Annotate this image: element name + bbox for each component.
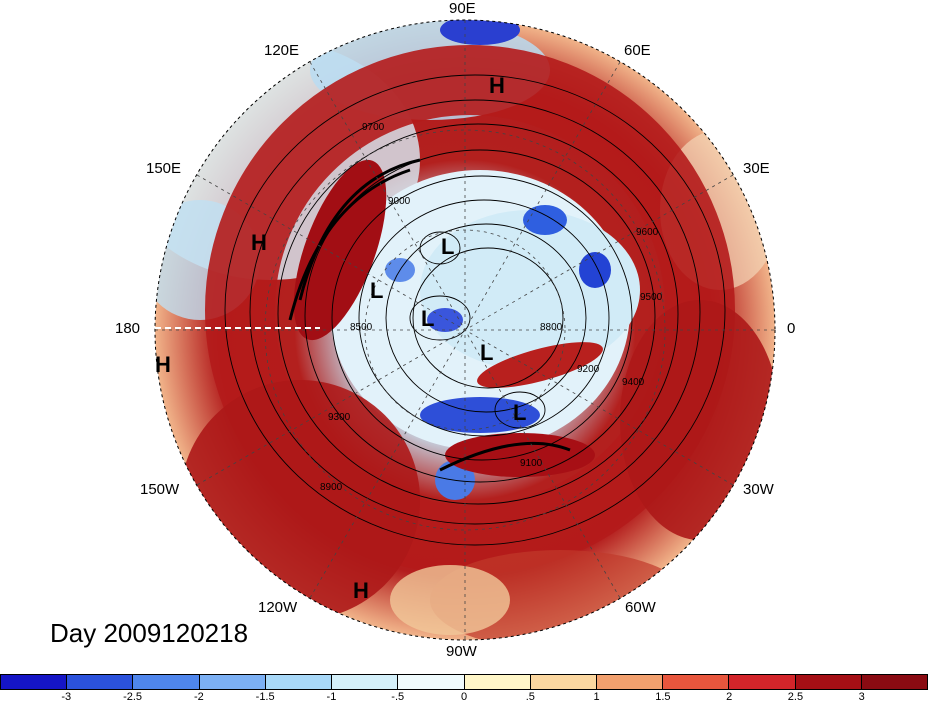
colorbar-cell — [398, 675, 465, 689]
lon-label-180: 180 — [115, 320, 141, 337]
high-center: H — [251, 230, 267, 255]
lon-label-120w: 120W — [258, 599, 298, 616]
colorbar-cell — [199, 675, 266, 689]
colorbar-cell — [332, 675, 399, 689]
high-center: H — [155, 352, 171, 377]
colorbar — [0, 674, 928, 690]
low-center: L — [370, 278, 384, 303]
colorbar-tick: -1 — [326, 691, 337, 703]
colorbar-cell — [464, 675, 531, 689]
colorbar-tick: -2 — [193, 691, 204, 703]
colorbar-cell — [1, 675, 68, 689]
lon-label-0: 0 — [787, 320, 796, 337]
high-center: H — [489, 73, 505, 98]
colorbar-cell — [861, 675, 928, 689]
day-label: Day 2009120218 — [50, 618, 249, 648]
colorbar-tick: 3 — [858, 691, 865, 703]
colorbar-cell — [265, 675, 333, 689]
lon-label-150w: 150W — [140, 481, 180, 498]
colorbar-cell — [663, 675, 730, 689]
colorbar-tick: -2.5 — [123, 691, 143, 703]
lon-label-90e: 90E — [449, 0, 476, 17]
colorbar-tick: 0 — [460, 691, 468, 703]
colorbar-tick: -1.5 — [255, 691, 275, 703]
low-center: L — [513, 400, 527, 425]
colorbar-cell — [133, 675, 200, 689]
lon-label-150e: 150E — [146, 160, 182, 177]
lon-label-60w: 60W — [625, 599, 656, 616]
colorbar-cell — [729, 675, 796, 689]
high-center: H — [353, 578, 369, 603]
colorbar-tick: .5 — [525, 691, 535, 703]
colorbar-tick: 2 — [726, 691, 733, 703]
low-center: L — [421, 306, 435, 331]
colorbar-tick: 1.5 — [655, 691, 671, 703]
colorbar-cell — [67, 675, 134, 689]
anomaly-field — [155, 20, 775, 640]
colorbar-tick: 2.5 — [787, 691, 804, 703]
lon-label-30w: 30W — [743, 481, 774, 498]
lon-label-90w: 90W — [446, 643, 477, 660]
low-center: L — [480, 340, 494, 365]
colorbar-tick: -3 — [61, 691, 72, 703]
graticule — [155, 20, 775, 640]
colorbar-cell — [596, 675, 664, 689]
lon-label-60e: 60E — [624, 42, 651, 59]
colorbar-cell — [795, 675, 862, 689]
colorbar-tick: -.5 — [391, 691, 405, 703]
low-center: L — [441, 234, 455, 259]
height-contours — [224, 74, 726, 546]
lon-label-120e: 120E — [264, 42, 300, 59]
colorbar-cell — [530, 675, 597, 689]
lon-label-30e: 30E — [743, 160, 770, 177]
colorbar-tick: 1 — [593, 691, 600, 703]
